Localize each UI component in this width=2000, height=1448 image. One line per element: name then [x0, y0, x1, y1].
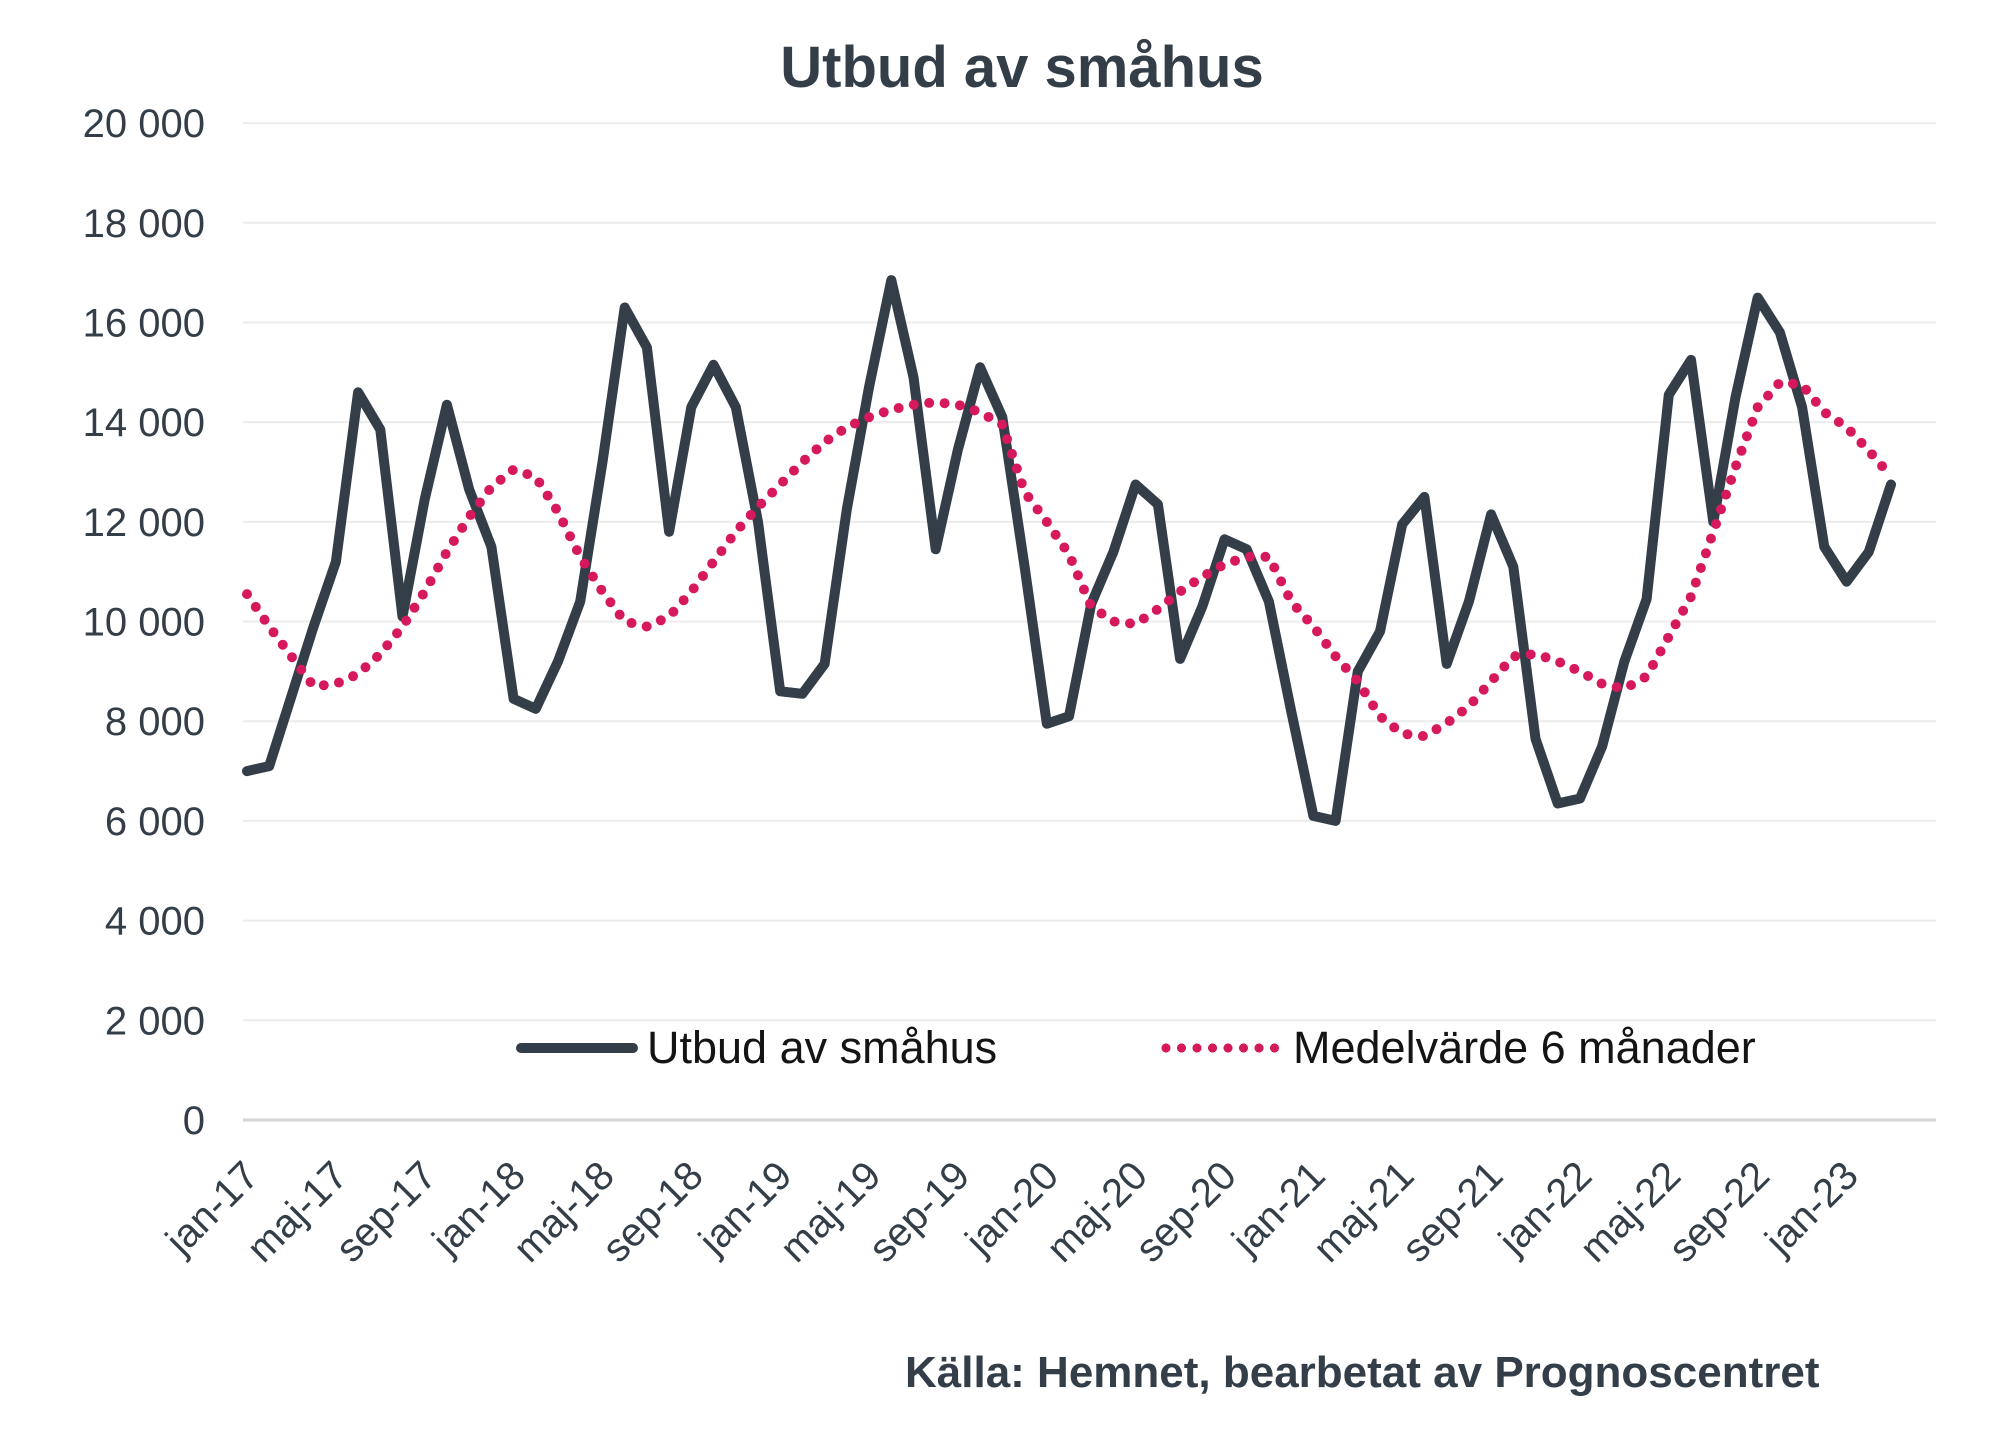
svg-text:maj-18: maj-18 [505, 1153, 623, 1271]
svg-text:6 000: 6 000 [105, 800, 205, 844]
svg-text:0: 0 [183, 1099, 205, 1143]
svg-text:maj-19: maj-19 [772, 1153, 890, 1271]
svg-text:20 000: 20 000 [83, 102, 205, 146]
svg-text:jan-23: jan-23 [1756, 1153, 1866, 1263]
svg-text:sep-20: sep-20 [1127, 1153, 1245, 1271]
svg-text:14 000: 14 000 [83, 401, 205, 445]
legend-item-medelvarde: Medelvärde 6 månader [1159, 1016, 1756, 1080]
svg-text:maj-20: maj-20 [1038, 1153, 1156, 1271]
svg-text:10 000: 10 000 [83, 601, 205, 645]
legend-label-medelvarde: Medelvärde 6 månader [1293, 1022, 1756, 1073]
svg-text:sep-22: sep-22 [1660, 1153, 1778, 1271]
svg-text:maj-17: maj-17 [239, 1153, 357, 1271]
svg-text:maj-21: maj-21 [1305, 1153, 1423, 1271]
source-caption: Källa: Hemnet, bearbetat av Prognoscentr… [905, 1348, 1820, 1397]
svg-text:sep-21: sep-21 [1394, 1153, 1512, 1271]
svg-text:2 000: 2 000 [105, 999, 205, 1043]
svg-text:8 000: 8 000 [105, 700, 205, 744]
svg-text:12 000: 12 000 [83, 501, 205, 545]
legend-label-utbud: Utbud av småhus [647, 1022, 998, 1073]
legend-dotted-line-swatch [1159, 1043, 1281, 1053]
chart-title: Utbud av småhus [780, 35, 1264, 100]
svg-text:sep-17: sep-17 [327, 1153, 445, 1271]
legend-item-utbud: Utbud av småhus [516, 1016, 997, 1080]
svg-text:maj-22: maj-22 [1572, 1153, 1690, 1271]
svg-text:sep-18: sep-18 [594, 1153, 712, 1271]
svg-text:18 000: 18 000 [83, 202, 205, 246]
legend-solid-line-swatch [516, 1043, 638, 1053]
chart-legend: Utbud av småhus Medelvärde 6 månader [516, 1016, 1816, 1080]
svg-text:16 000: 16 000 [83, 301, 205, 345]
svg-text:sep-19: sep-19 [861, 1153, 979, 1271]
svg-text:4 000: 4 000 [105, 900, 205, 944]
